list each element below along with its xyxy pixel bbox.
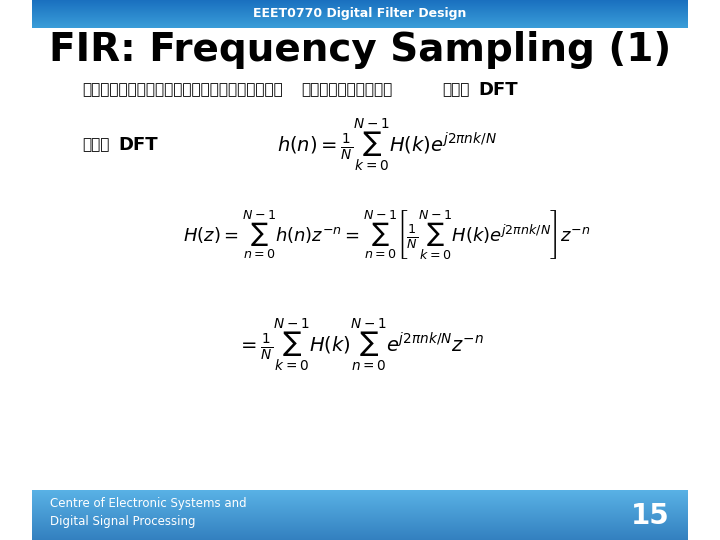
- Bar: [32, 19, 688, 20]
- Bar: [32, 491, 688, 492]
- Bar: [32, 519, 688, 520]
- Bar: [32, 0, 688, 1]
- Bar: [32, 523, 688, 524]
- Bar: [32, 514, 688, 515]
- Bar: [32, 1, 688, 2]
- Bar: [32, 15, 688, 16]
- Bar: [32, 3, 688, 4]
- Bar: [32, 501, 688, 502]
- Bar: [32, 522, 688, 523]
- Bar: [32, 507, 688, 508]
- Bar: [32, 536, 688, 537]
- Bar: [32, 509, 688, 510]
- Bar: [32, 25, 688, 26]
- Bar: [32, 538, 688, 539]
- Bar: [32, 534, 688, 535]
- Bar: [32, 531, 688, 532]
- Bar: [32, 26, 688, 27]
- Bar: [32, 524, 688, 525]
- Bar: [32, 14, 688, 15]
- Bar: [32, 499, 688, 500]
- Text: Digital Signal Processing: Digital Signal Processing: [50, 516, 196, 529]
- Bar: [32, 492, 688, 493]
- Bar: [32, 533, 688, 534]
- Text: DFT: DFT: [119, 136, 158, 154]
- Text: FIR: Frequency Sampling (1): FIR: Frequency Sampling (1): [49, 31, 671, 69]
- Bar: [32, 27, 688, 28]
- Bar: [32, 504, 688, 505]
- Text: เปนการสรางตวกรองโดยใช้: เปนการสรางตวกรองโดยใช้: [82, 83, 283, 98]
- Bar: [32, 505, 688, 506]
- Bar: [32, 521, 688, 522]
- Text: จาก: จาก: [442, 83, 469, 98]
- Bar: [32, 5, 688, 6]
- Bar: [32, 8, 688, 9]
- Text: 15: 15: [631, 502, 670, 530]
- Bar: [32, 537, 688, 538]
- Text: Centre of Electronic Systems and: Centre of Electronic Systems and: [50, 496, 247, 510]
- Bar: [32, 527, 688, 528]
- Text: EEET0770 Digital Filter Design: EEET0770 Digital Filter Design: [253, 8, 467, 21]
- Bar: [32, 6, 688, 7]
- Bar: [32, 532, 688, 533]
- Bar: [32, 498, 688, 499]
- Bar: [32, 525, 688, 526]
- Bar: [32, 496, 688, 497]
- Bar: [32, 495, 688, 496]
- Bar: [32, 517, 688, 518]
- Text: $= \frac{1}{N}\sum_{k=0}^{N-1} H(k) \sum_{n=0}^{N-1} e^{j2\pi nk/N} z^{-n}$: $= \frac{1}{N}\sum_{k=0}^{N-1} H(k) \sum…: [237, 316, 483, 374]
- Bar: [32, 494, 688, 495]
- Bar: [32, 503, 688, 504]
- Bar: [32, 20, 688, 21]
- Bar: [32, 526, 688, 527]
- Bar: [32, 21, 688, 22]
- Bar: [32, 508, 688, 509]
- Bar: [32, 22, 688, 23]
- Bar: [32, 516, 688, 517]
- Bar: [32, 10, 688, 11]
- Bar: [32, 520, 688, 521]
- Bar: [32, 539, 688, 540]
- Bar: [32, 502, 688, 503]
- Bar: [32, 529, 688, 530]
- Bar: [32, 500, 688, 501]
- Bar: [32, 528, 688, 529]
- Bar: [32, 511, 688, 512]
- Bar: [32, 512, 688, 513]
- Bar: [32, 2, 688, 3]
- Bar: [32, 7, 688, 8]
- Bar: [32, 24, 688, 25]
- Bar: [32, 9, 688, 10]
- Bar: [32, 506, 688, 507]
- Bar: [32, 515, 688, 516]
- Bar: [32, 12, 688, 13]
- Bar: [32, 28, 688, 490]
- Bar: [32, 518, 688, 519]
- Bar: [32, 513, 688, 514]
- Text: $H(z) = \sum_{n=0}^{N-1} h(n) z^{-n} = \sum_{n=0}^{N-1}\left[\frac{1}{N}\sum_{k=: $H(z) = \sum_{n=0}^{N-1} h(n) z^{-n} = \…: [184, 208, 591, 262]
- Bar: [32, 13, 688, 14]
- Text: DFT: DFT: [478, 81, 518, 99]
- Bar: [32, 23, 688, 24]
- Bar: [32, 493, 688, 494]
- Bar: [32, 4, 688, 5]
- Bar: [32, 530, 688, 531]
- Text: $h(n) = \frac{1}{N} \sum_{k=0}^{N-1} H(k) e^{j2\pi nk/N}$: $h(n) = \frac{1}{N} \sum_{k=0}^{N-1} H(k…: [277, 117, 498, 173]
- Bar: [32, 16, 688, 17]
- Bar: [32, 497, 688, 498]
- Bar: [32, 17, 688, 18]
- Bar: [32, 535, 688, 536]
- Bar: [32, 11, 688, 12]
- Text: จาก: จาก: [82, 138, 109, 152]
- Text: สมประสิทธิ: สมประสิทธิ: [301, 83, 392, 98]
- Bar: [32, 490, 688, 491]
- Bar: [32, 510, 688, 511]
- Bar: [32, 18, 688, 19]
